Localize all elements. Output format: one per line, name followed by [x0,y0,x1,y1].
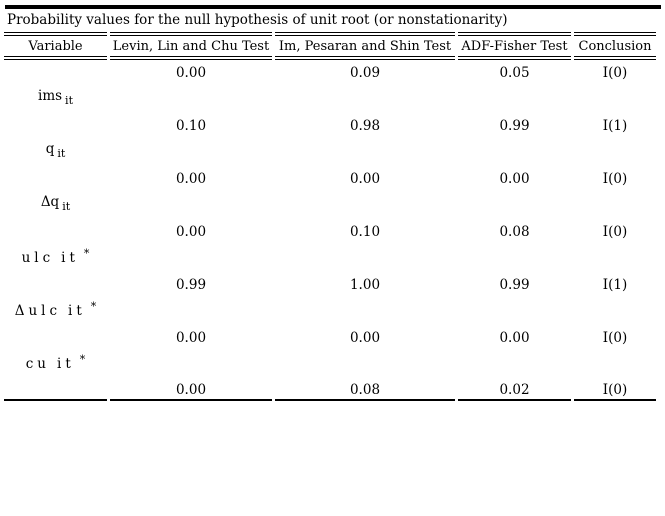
variable-star: * [83,246,90,260]
llc-value: 0.00 [175,65,207,81]
variable-subscript: it [65,94,73,107]
variable-cell: ims it [4,60,107,113]
variable-cell: q it [4,113,107,166]
variable-cell [4,378,107,401]
variable-base: Δq [40,194,60,211]
conclusion-value: I(0) [602,224,628,240]
variable-base: q [45,141,55,158]
variable-base: ulc [21,250,55,266]
variable-cell: cu it * [4,325,107,378]
llc-value: 0.99 [175,277,207,293]
ips-value: 0.10 [349,224,381,240]
table-row: 0.00 0.08 0.02 I(0) [4,378,656,401]
conclusion-value: I(0) [602,171,628,187]
conclusion-value: I(1) [602,118,628,134]
adf-value: 0.05 [499,65,530,81]
variable-label: Δq it [40,194,71,213]
conclusion-value: I(0) [602,330,628,346]
adf-value: 0.08 [499,224,530,240]
variable-star: * [90,299,97,313]
variable-star: * [79,352,86,366]
llc-value: 0.00 [110,378,272,401]
variable-label: cu it * [25,352,86,373]
header-adf-test: ADF-Fisher Test [458,32,571,60]
variable-base: Δulc [14,303,62,319]
table-row: Δq it 0.00 0.00 0.00 I(0) [4,166,656,219]
unit-root-results-table: Variable Levin, Lin and Chu Test Im, Pes… [1,32,659,401]
top-thick-rule [5,5,661,9]
ips-value: 0.08 [275,378,455,401]
table-row: ims it 0.00 0.09 0.05 I(0) [4,60,656,113]
ips-value: 0.09 [349,65,381,81]
llc-value: 0.00 [175,224,207,240]
adf-value: 0.00 [499,330,530,346]
variable-index: it [61,250,79,266]
header-variable: Variable [4,32,107,60]
conclusion-value: I(0) [574,378,656,401]
variable-subscript: it [62,200,71,213]
variable-subscript: it [57,147,66,160]
variable-index: it [57,356,75,372]
table-row: Δulc it * 0.99 1.00 0.99 I(1) [4,272,656,325]
variable-label: ims it [38,88,73,107]
adf-value: 0.99 [499,277,530,293]
table-caption: Probability values for the null hypothes… [7,12,508,28]
adf-value: 0.99 [499,118,530,134]
ips-value: 0.00 [349,330,381,346]
conclusion-value: I(0) [602,65,628,81]
variable-cell: Δulc it * [4,272,107,325]
variable-cell: Δq it [4,166,107,219]
ips-value: 0.98 [349,118,381,134]
header-llc-test: Levin, Lin and Chu Test [110,32,272,60]
variable-base: cu [25,356,50,372]
table-row: cu it * 0.00 0.00 0.00 I(0) [4,325,656,378]
adf-value: 0.00 [499,171,530,187]
adf-value: 0.02 [458,378,571,401]
table-row: ulc it * 0.00 0.10 0.08 I(0) [4,219,656,272]
header-ips-test: Im, Pesaran and Shin Test [275,32,455,60]
ips-value: 0.00 [349,171,381,187]
conclusion-value: I(1) [602,277,628,293]
variable-base: ims [38,88,63,105]
llc-value: 0.00 [175,330,207,346]
variable-cell: ulc it * [4,219,107,272]
header-row: Variable Levin, Lin and Chu Test Im, Pes… [4,32,656,60]
variable-index: it [68,303,86,319]
table-row: q it 0.10 0.98 0.99 I(1) [4,113,656,166]
variable-label: ulc it * [21,246,90,267]
variable-label: Δulc it * [14,299,97,320]
paper-table-page: Probability values for the null hypothes… [0,5,665,516]
llc-value: 0.00 [175,171,207,187]
llc-value: 0.10 [175,118,207,134]
header-conclusion: Conclusion [574,32,656,60]
ips-value: 1.00 [349,277,381,293]
variable-label: q it [45,141,66,160]
